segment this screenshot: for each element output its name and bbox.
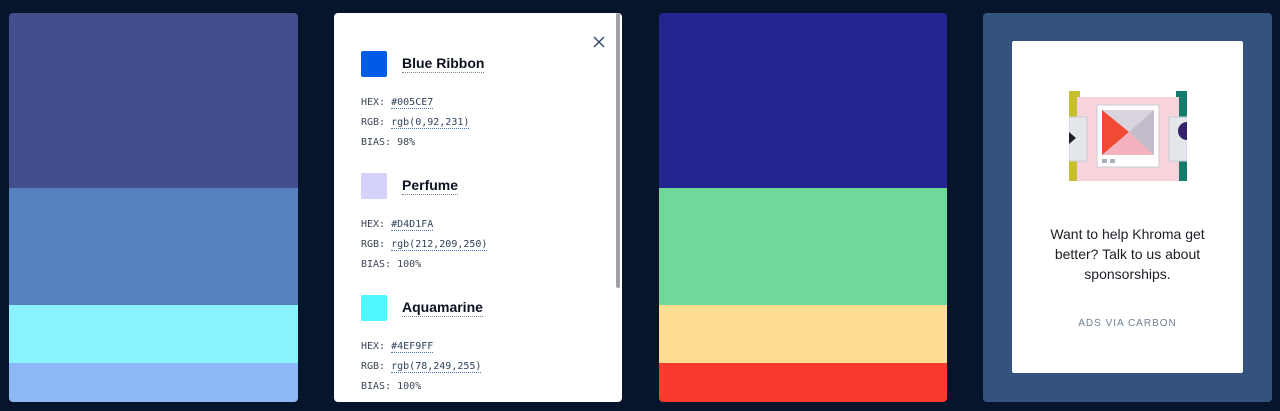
ads-via-carbon-link[interactable]: ADS VIA CARBON [1078, 318, 1177, 329]
palette-card-2[interactable] [659, 13, 947, 402]
bias-value: 98% [397, 137, 416, 148]
color-entry: Aquamarine HEX: #4EF9FF RGB: rgb(78,249,… [361, 295, 601, 402]
palette-stripe[interactable] [9, 188, 298, 305]
rgb-label: RGB: [361, 117, 386, 128]
color-swatch [361, 51, 387, 77]
palette-stripe[interactable] [659, 304, 947, 364]
rgb-label: RGB: [361, 361, 386, 372]
color-name[interactable]: Perfume [402, 177, 459, 195]
color-entry: Perfume HEX: #D4D1FA RGB: rgb(212,209,25… [361, 173, 601, 295]
bias-label: BIAS: [361, 381, 392, 392]
rgb-value[interactable]: rgb(212,209,250) [391, 239, 488, 251]
hex-value[interactable]: #005CE7 [391, 97, 434, 109]
hex-value[interactable]: #D4D1FA [391, 219, 434, 231]
bias-label: BIAS: [361, 259, 392, 270]
color-entry: Blue Ribbon HEX: #005CE7 RGB: rgb(0,92,2… [361, 51, 601, 173]
color-detail-panel: Blue Ribbon HEX: #005CE7 RGB: rgb(0,92,2… [334, 13, 622, 402]
palette-stripe[interactable] [9, 363, 298, 402]
bias-label: BIAS: [361, 137, 392, 148]
color-name[interactable]: Aquamarine [402, 299, 483, 317]
rgb-value[interactable]: rgb(78,249,255) [391, 361, 482, 373]
hex-label: HEX: [361, 219, 386, 230]
color-swatch [361, 295, 387, 321]
rgb-value[interactable]: rgb(0,92,231) [391, 117, 470, 129]
color-list: Blue Ribbon HEX: #005CE7 RGB: rgb(0,92,2… [361, 51, 601, 402]
hex-value[interactable]: #4EF9FF [391, 341, 434, 353]
carbon-ad: Want to help Khroma get better? Talk to … [983, 13, 1272, 402]
palette-stripe[interactable] [659, 188, 947, 305]
bias-value: 100% [397, 381, 422, 392]
ad-illustration-icon[interactable] [1069, 91, 1187, 181]
palette-stripe[interactable] [659, 363, 947, 402]
hex-label: HEX: [361, 341, 386, 352]
ad-text[interactable]: Want to help Khroma get better? Talk to … [1050, 226, 1205, 282]
palette-stripe[interactable] [9, 13, 298, 189]
bias-value: 100% [397, 259, 422, 270]
color-name[interactable]: Blue Ribbon [402, 55, 485, 73]
palette-stripe[interactable] [9, 304, 298, 364]
rgb-label: RGB: [361, 239, 386, 250]
palette-card-1[interactable] [9, 13, 298, 402]
scrollbar-thumb[interactable] [616, 13, 620, 288]
scrollbar[interactable] [614, 13, 622, 402]
close-icon[interactable] [592, 35, 606, 49]
ad-content[interactable]: Want to help Khroma get better? Talk to … [1012, 41, 1243, 373]
color-swatch [361, 173, 387, 199]
hex-label: HEX: [361, 97, 386, 108]
palette-stripe[interactable] [659, 13, 947, 189]
